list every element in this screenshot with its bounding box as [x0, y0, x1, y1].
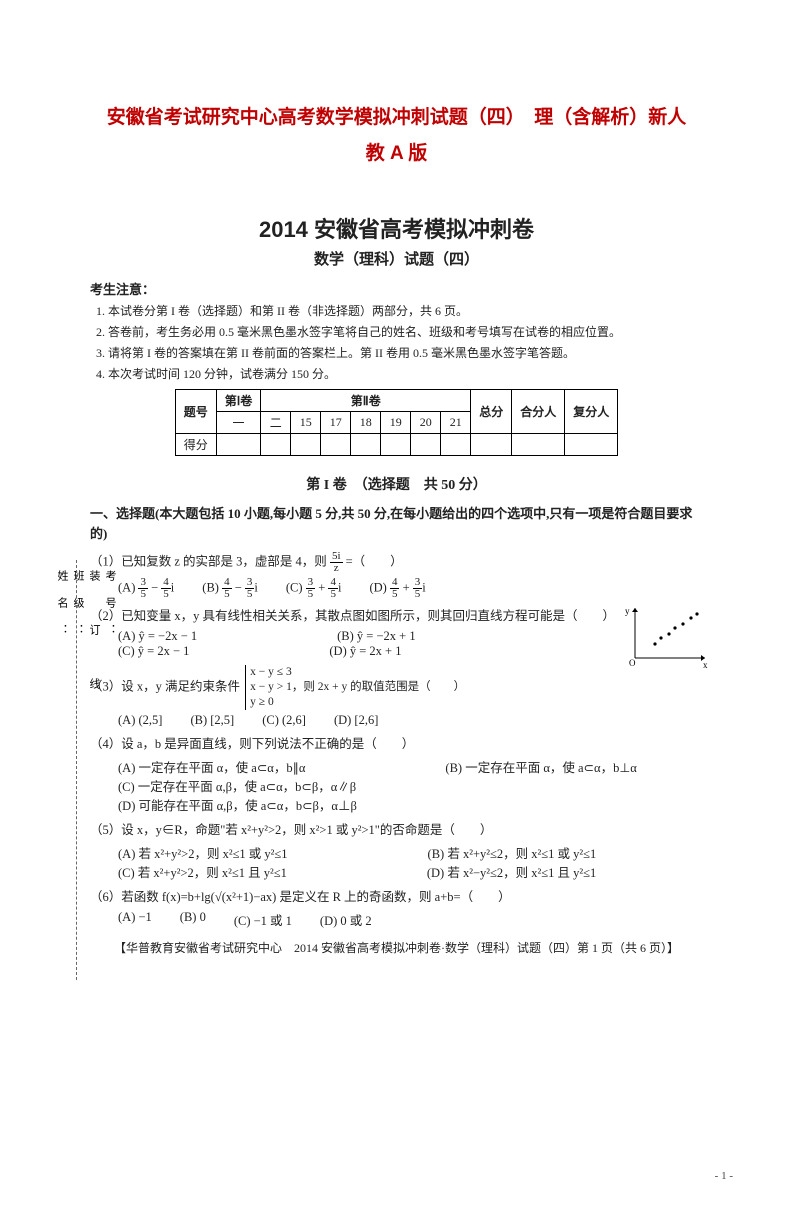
q2-opt-d: (D) ŷ = 2x + 1 — [329, 644, 401, 659]
q1-tail: =（ ） — [346, 555, 403, 569]
section1-head: 第 I 卷 （选择题 共 50 分） — [90, 474, 703, 494]
group-head: 一、选择题(本大题包括 10 小题,每小题 5 分,共 50 分,在每小题给出的… — [90, 504, 703, 543]
question-5: （5）设 x，y∈R，命题"若 x²+y²>2，则 x²>1 或 y²>1"的否… — [90, 820, 703, 840]
th-sec1: 第Ⅰ卷 — [216, 390, 261, 412]
td: 20 — [411, 412, 441, 434]
q1-options: (A) 35 − 45i (B) 45 − 35i (C) 35 + 45i (… — [118, 577, 703, 600]
th-sec2: 第Ⅱ卷 — [261, 390, 471, 412]
td-blank — [321, 434, 351, 456]
q1-opt-b: (B) 45 − 35i — [202, 577, 258, 600]
q5-opt-a: (A) 若 x²+y²>2，则 x²≤1 或 y²≤1 — [118, 843, 288, 862]
constraint-brace: x − y ≤ 3 x − y > 1，则 2x + y 的取值范围是（ ） y… — [245, 665, 465, 710]
binding-line — [76, 560, 77, 980]
q2-stem: （2）已知变量 x，y 具有线性相关关系，其散点图如图所示，则其回归直线方程可能… — [90, 609, 615, 623]
title-line1: 安徽省考试研究中心高考数学模拟冲刺试题（四） 理（含解析）新人 — [107, 107, 687, 128]
q3-opt-a: (A) (2,5] — [118, 713, 162, 728]
td-blank — [565, 434, 618, 456]
q6-opt-d: (D) 0 或 2 — [320, 910, 372, 929]
question-4: （4）设 a，b 是异面直线，则下列说法不正确的是（ ） — [90, 734, 703, 754]
q3-stem: （3）设 x，y 满足约束条件 — [90, 679, 240, 693]
q4-opt-c: (C) 一定存在平面 α,β，使 a⊂α，b⊂β，α∥β — [118, 776, 356, 795]
notice-head: 考生注意： — [90, 279, 703, 298]
exam-title: 2014 安徽省高考模拟冲刺卷 — [90, 212, 703, 244]
q3-opt-b: (B) [2,5] — [190, 713, 234, 728]
question-1: （1）已知复数 z 的实部是 3，虚部是 4，则 5iz =（ ） — [90, 551, 703, 574]
q1-stem: （1）已知复数 z 的实部是 3，虚部是 4，则 — [90, 555, 330, 569]
table-row: 题号 第Ⅰ卷 第Ⅱ卷 总分 合分人 复分人 — [175, 390, 618, 412]
td: 19 — [381, 412, 411, 434]
td-blank — [291, 434, 321, 456]
td-blank — [411, 434, 441, 456]
scatter-plot: O x y — [625, 604, 709, 672]
td: 15 — [291, 412, 321, 434]
y-axis-label: y — [625, 606, 630, 616]
td-one: 一 — [216, 412, 261, 434]
q6-opt-a: (A) −1 — [118, 910, 152, 929]
notice-2: 2. 答卷前，考生务必用 0.5 毫米黑色墨水签字笔将自己的姓名、班级和考号填写… — [96, 323, 703, 341]
q2-options: (A) ŷ = −2x − 1 (B) ŷ = −2x + 1 (C) ŷ = … — [118, 629, 703, 659]
q2-opt-a: (A) ŷ = −2x − 1 — [118, 629, 197, 644]
td-score-label: 得分 — [175, 434, 216, 456]
q4-options: (A) 一定存在平面 α，使 a⊂α，b∥α (B) 一定存在平面 α，使 a⊂… — [118, 757, 703, 814]
table-row: 得分 — [175, 434, 618, 456]
td-blank — [261, 434, 291, 456]
q4-opt-a: (A) 一定存在平面 α，使 a⊂α，b∥α — [118, 757, 305, 776]
td: 17 — [321, 412, 351, 434]
x-axis-label: x — [703, 660, 708, 670]
q3-opt-c: (C) (2,6] — [262, 713, 306, 728]
q1-opt-d: (D) 45 + 35i — [369, 577, 425, 600]
q5-opt-b: (B) 若 x²+y²≤2，则 x²≤1 或 y²≤1 — [428, 843, 597, 862]
q2-opt-b: (B) ŷ = −2x + 1 — [337, 629, 415, 644]
notice-1: 1. 本试卷分第 I 卷（选择题）和第 II 卷（非选择题）两部分，共 6 页。 — [96, 302, 703, 320]
exam-footer: 【华普教育安徽省考试研究中心 2014 安徽省高考模拟冲刺卷·数学（理科）试题（… — [90, 939, 703, 956]
q3-options: (A) (2,5] (B) [2,5] (C) (2,6] (D) [2,6] — [118, 713, 703, 728]
q4-opt-b: (B) 一定存在平面 α，使 a⊂α，b⊥α — [445, 757, 636, 776]
q2-opt-c: (C) ŷ = 2x − 1 — [118, 644, 189, 659]
q6-opt-c: (C) −1 或 1 — [234, 910, 292, 929]
td-blank — [216, 434, 261, 456]
title-line2: 教 A 版 — [366, 143, 428, 164]
q1-opt-c: (C) 35 + 45i — [286, 577, 342, 600]
th-label: 题号 — [175, 390, 216, 434]
q3-opt-d: (D) [2,6] — [334, 713, 378, 728]
th-scorer: 合分人 — [512, 390, 565, 434]
question-3: （3）设 x，y 满足约束条件 x − y ≤ 3 x − y > 1，则 2x… — [90, 665, 703, 710]
q4-opt-d: (D) 可能存在平面 α,β，使 a⊂α，b⊂β，α⊥β — [118, 795, 357, 814]
td: 21 — [441, 412, 471, 434]
td-blank — [441, 434, 471, 456]
th-checker: 复分人 — [565, 390, 618, 434]
page-number: - 1 - — [715, 1170, 733, 1182]
th-total: 总分 — [471, 390, 512, 434]
q5-opt-c: (C) 若 x²+y²>2，则 x²≤1 且 y²≤1 — [118, 862, 287, 881]
td-blank — [471, 434, 512, 456]
exam-subtitle: 数学（理科）试题（四） — [90, 248, 703, 269]
question-2: （2）已知变量 x，y 具有线性相关关系，其散点图如图所示，则其回归直线方程可能… — [90, 606, 703, 626]
notice-3: 3. 请将第 I 卷的答案填在第 II 卷前面的答案栏上。第 II 卷用 0.5… — [96, 344, 703, 362]
exam-body: 2014 安徽省高考模拟冲刺卷 数学（理科）试题（四） 考生注意： 1. 本试卷… — [90, 212, 703, 956]
td: 二 — [261, 412, 291, 434]
doc-title: 安徽省考试研究中心高考数学模拟冲刺试题（四） 理（含解析）新人 教 A 版 — [90, 100, 703, 172]
q6-opt-b: (B) 0 — [180, 910, 206, 929]
side-class: 班级： — [70, 570, 86, 705]
q1-opt-a: (A) 35 − 45i — [118, 577, 174, 600]
td-blank — [381, 434, 411, 456]
q6-options: (A) −1 (B) 0 (C) −1 或 1 (D) 0 或 2 — [118, 910, 703, 929]
notice-4: 4. 本次考试时间 120 分钟，试卷满分 150 分。 — [96, 365, 703, 383]
score-table: 题号 第Ⅰ卷 第Ⅱ卷 总分 合分人 复分人 一 二 15 17 18 19 20… — [175, 389, 619, 456]
q1-fraction: 5iz — [330, 551, 343, 574]
td-blank — [512, 434, 565, 456]
td: 18 — [351, 412, 381, 434]
td-blank — [351, 434, 381, 456]
q5-options: (A) 若 x²+y²>2，则 x²≤1 或 y²≤1 (B) 若 x²+y²≤… — [118, 843, 703, 881]
q5-opt-d: (D) 若 x²−y²≤2，则 x²≤1 且 y²≤1 — [427, 862, 596, 881]
question-6: （6）若函数 f(x)=b+lg(√(x²+1)−ax) 是定义在 R 上的奇函… — [90, 887, 703, 907]
side-name: 姓名： — [54, 570, 70, 705]
